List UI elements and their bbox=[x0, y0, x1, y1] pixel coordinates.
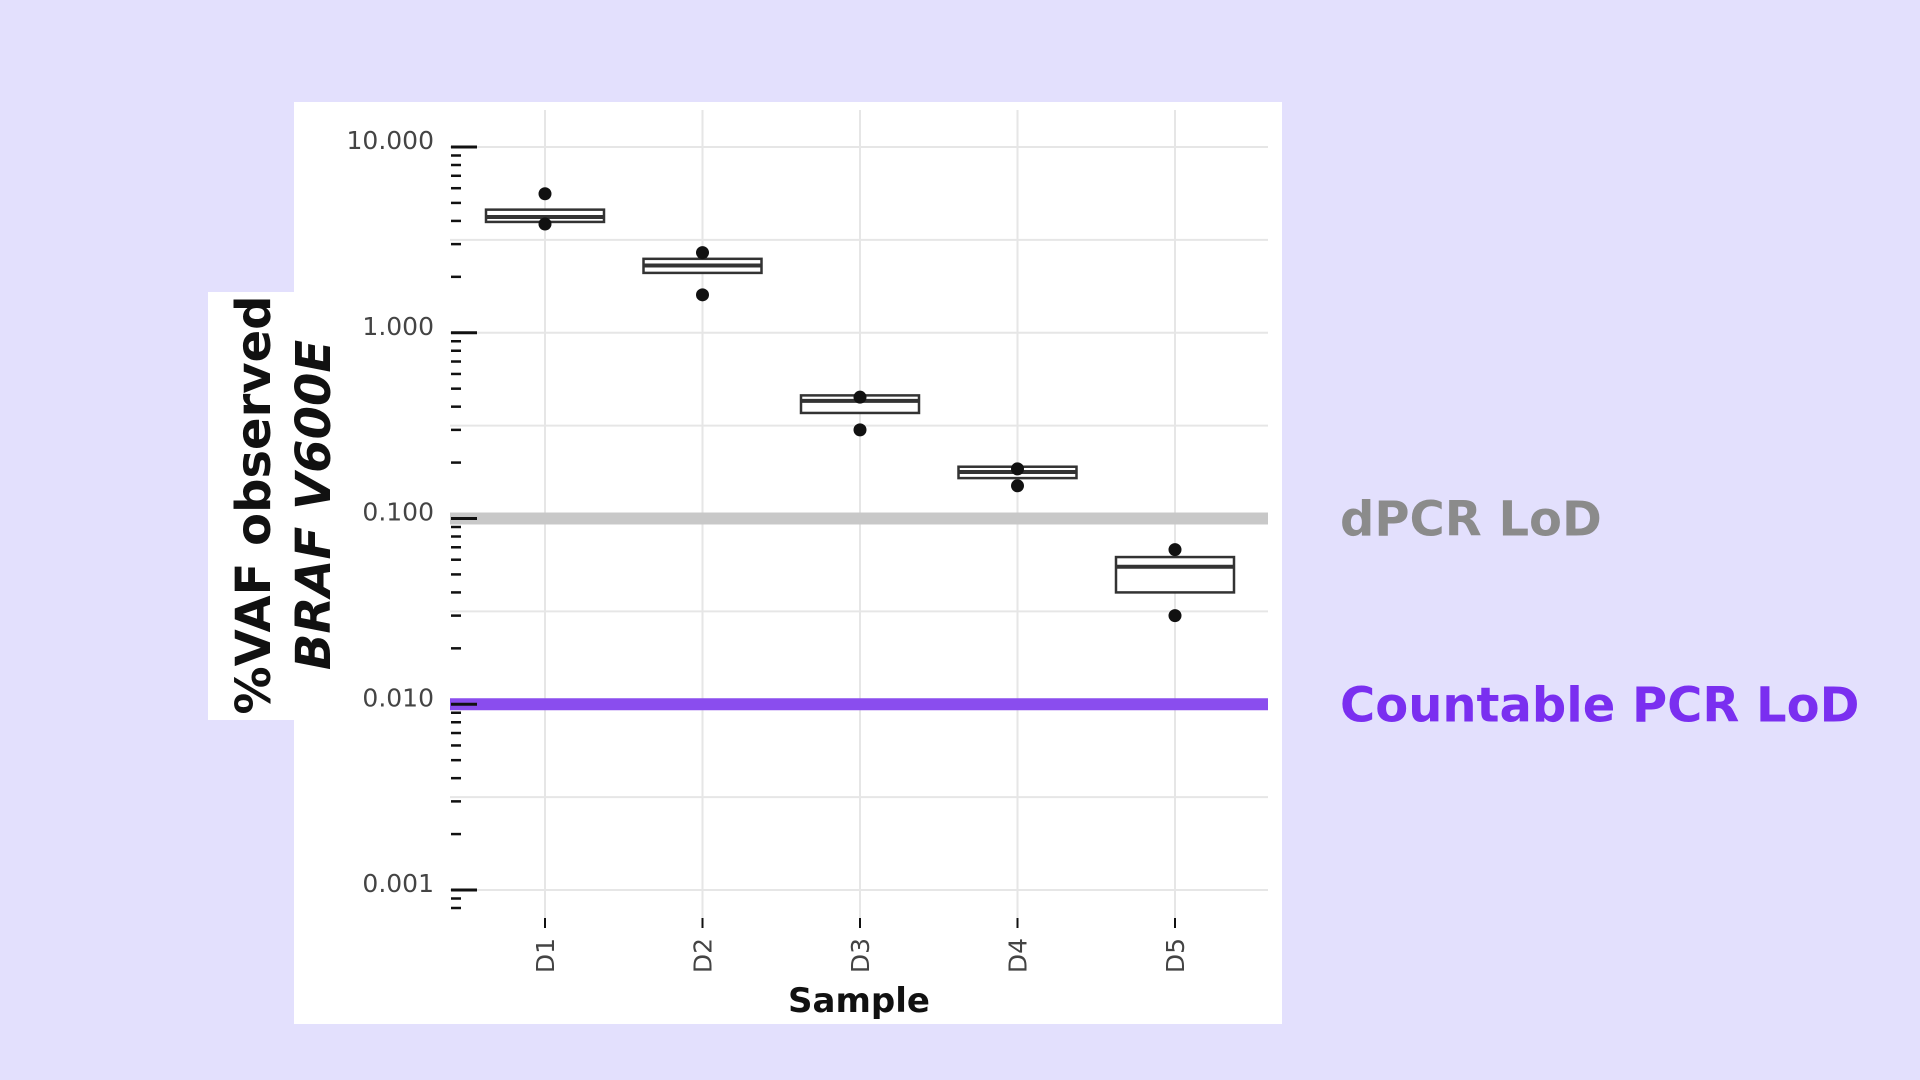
y-title-panel bbox=[208, 292, 296, 720]
data-point bbox=[538, 217, 552, 231]
box-D5 bbox=[1114, 543, 1236, 623]
boxes bbox=[484, 187, 1236, 623]
box-D3 bbox=[799, 390, 921, 437]
box-D1 bbox=[484, 187, 606, 231]
box-rect bbox=[1114, 555, 1236, 594]
x-tick-label: D2 bbox=[689, 938, 718, 973]
data-point bbox=[696, 288, 709, 302]
box-D2 bbox=[642, 246, 763, 302]
data-point bbox=[1011, 479, 1024, 493]
y-tick-label: 0.100 bbox=[362, 498, 434, 527]
y-axis: 10.000 1.000 0.100 0.010 0.001 bbox=[347, 126, 477, 910]
data-point bbox=[1168, 543, 1182, 557]
x-tick-label: D4 bbox=[1004, 938, 1033, 973]
data-point bbox=[1168, 609, 1182, 623]
data-point bbox=[853, 390, 867, 404]
reference-lines: dPCR LoD Countable PCR LoD bbox=[450, 492, 1859, 733]
y-axis-title-line1: %VAF observed bbox=[226, 296, 282, 715]
box-D4 bbox=[957, 462, 1078, 493]
reference-label-dpcr: dPCR LoD bbox=[1340, 492, 1602, 548]
data-point bbox=[1011, 462, 1024, 476]
x-tick-label: D1 bbox=[531, 938, 560, 973]
y-tick-label: 0.001 bbox=[362, 869, 434, 898]
x-tick-label: D5 bbox=[1161, 938, 1190, 973]
x-axis: D1 D2 D3 D4 D5 bbox=[531, 918, 1190, 973]
x-axis-title: Sample bbox=[788, 981, 930, 1021]
data-point bbox=[853, 423, 867, 437]
x-tick-label: D3 bbox=[846, 938, 875, 973]
y-axis-title: %VAF observed BRAF V600E bbox=[226, 296, 342, 715]
y-tick-label: 0.010 bbox=[362, 683, 434, 712]
data-point bbox=[696, 246, 709, 260]
data-point bbox=[538, 187, 552, 201]
y-axis-title-line2: BRAF V600E bbox=[286, 340, 342, 671]
reference-label-countable-pcr: Countable PCR LoD bbox=[1340, 677, 1859, 733]
y-tick-label: 1.000 bbox=[362, 312, 434, 341]
y-tick-label: 10.000 bbox=[347, 126, 434, 155]
